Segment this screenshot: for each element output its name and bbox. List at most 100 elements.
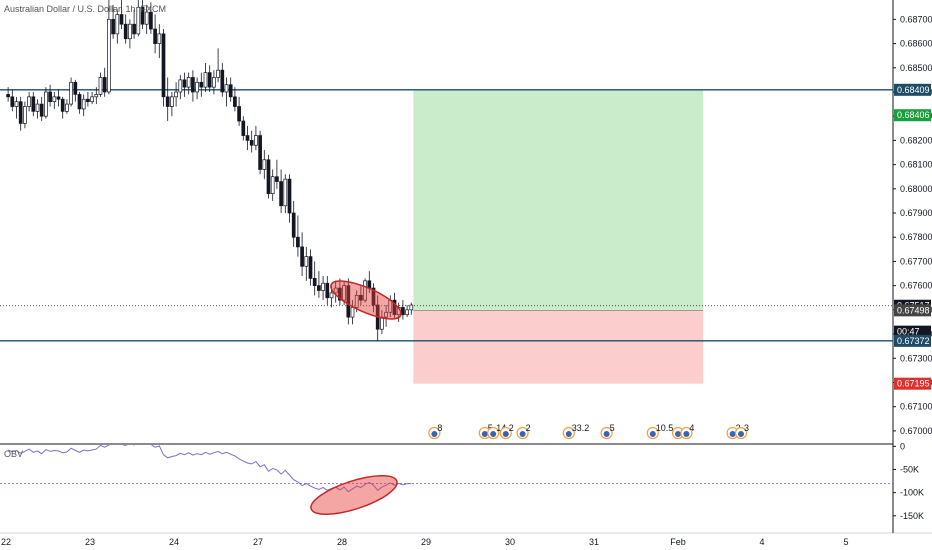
economic-event-marker[interactable]	[671, 426, 685, 440]
event-label: 5	[610, 423, 615, 433]
candle	[98, 72, 103, 97]
candle-body-down	[149, 11, 153, 30]
price-tag[interactable]: 0.68406	[894, 109, 931, 122]
candle-body-up	[342, 285, 346, 301]
candle-body-up	[65, 103, 69, 112]
candle-body-up	[69, 81, 73, 105]
candle-body-up	[52, 96, 57, 103]
candle-body-up	[128, 23, 132, 40]
candle-body-up	[409, 304, 414, 311]
candle-body-down	[191, 77, 195, 93]
time-tick-label: Feb	[670, 537, 686, 547]
price-highlight-ellipse[interactable]	[326, 274, 405, 327]
candle	[266, 154, 271, 199]
candle-body-down	[312, 278, 317, 287]
economic-event-marker[interactable]: 2	[516, 423, 531, 440]
candle-body-down	[367, 280, 372, 289]
price-tick-label: 0.67700	[900, 256, 932, 266]
candle	[86, 91, 90, 107]
candle-body-down	[275, 176, 279, 182]
candle	[233, 87, 237, 112]
economic-event-marker[interactable]: 2	[499, 423, 514, 440]
event-label: 4	[689, 423, 694, 433]
candle-body-up	[174, 91, 178, 98]
candle-body-up	[94, 94, 99, 98]
candle-body-down	[161, 33, 166, 98]
candle	[102, 67, 107, 97]
candle	[44, 87, 48, 119]
economic-event-marker[interactable]: 5	[600, 423, 615, 440]
candle-body-up	[195, 81, 199, 93]
candle-body-down	[56, 96, 61, 100]
candle	[77, 91, 82, 114]
obv-indicator-label[interactable]: OBV	[4, 449, 23, 459]
candle-body-up	[23, 106, 27, 124]
candle-body-down	[308, 256, 313, 279]
economic-event-marker[interactable]: 3	[734, 423, 750, 440]
price-tick-label: 0.68700	[900, 14, 932, 24]
event-flag-center	[481, 431, 488, 437]
time-tick-label: 24	[169, 537, 179, 547]
price-tick-label: 0.68200	[900, 135, 932, 145]
candle	[119, 0, 124, 30]
economic-event-marker[interactable]: 33.2	[562, 423, 589, 440]
candle-body-up	[224, 84, 229, 93]
candle-body-down	[60, 98, 65, 112]
profit-zone[interactable]	[413, 89, 704, 311]
candle-body-up	[254, 135, 258, 146]
candle-body-up	[216, 69, 220, 78]
candle-body-down	[371, 287, 376, 306]
candle-body-up	[212, 77, 216, 88]
candle	[317, 271, 321, 298]
price-tag[interactable]: 0.68409	[894, 83, 931, 96]
candle-body-down	[199, 81, 204, 88]
loss-zone[interactable]	[413, 310, 704, 384]
economic-event-marker[interactable]: 4	[680, 423, 695, 440]
price-tag-label: 0.67498	[897, 305, 930, 315]
candle	[333, 280, 338, 303]
candle-body-down	[317, 285, 321, 291]
candle-body-down	[325, 282, 330, 299]
candle	[10, 89, 15, 112]
price-tag[interactable]: 00:47	[894, 325, 931, 338]
event-flag-center	[490, 431, 497, 437]
candle-body-up	[115, 14, 120, 35]
event-flag-center	[738, 431, 744, 437]
candle	[249, 130, 254, 153]
candle	[81, 94, 86, 117]
candle-body-up	[354, 294, 359, 308]
obv-highlight-ellipse[interactable]	[307, 468, 401, 522]
candle-body-up	[270, 176, 275, 195]
long-position-tool[interactable]	[413, 89, 704, 384]
candle-body-down	[237, 106, 241, 122]
economic-event-marker[interactable]: 8	[428, 423, 443, 440]
event-label: 2	[526, 423, 531, 433]
event-flag-center	[675, 431, 681, 437]
candle	[39, 96, 44, 122]
economic-event-marker[interactable]: 14	[487, 423, 507, 440]
price-tick-label: 0.68000	[900, 184, 932, 194]
candle	[69, 77, 73, 107]
candle	[178, 75, 183, 100]
candle	[199, 72, 204, 97]
candle	[203, 62, 208, 92]
candle	[174, 82, 178, 107]
price-tag[interactable]: 0.67372	[894, 334, 931, 347]
candle	[123, 14, 128, 44]
event-flag-center	[649, 431, 656, 437]
candle-body-down	[228, 84, 233, 98]
candle	[291, 200, 296, 247]
candle-body-up	[333, 287, 338, 294]
chart-title: Australian Dollar / U.S. Dollar, 1h, FXC…	[4, 4, 166, 14]
candle-body-up	[262, 159, 267, 170]
candle-body-up	[98, 77, 103, 95]
price-tag[interactable]: 0.67195	[894, 377, 931, 390]
candle-body-down	[86, 98, 90, 103]
price-tick-label: 0.67800	[900, 232, 932, 242]
candle-body-up	[178, 79, 183, 93]
economic-event-marker[interactable]: 10.5	[646, 423, 673, 440]
price-tag[interactable]: 0.67498	[894, 304, 931, 317]
candle	[279, 169, 283, 214]
candle	[153, 14, 157, 54]
